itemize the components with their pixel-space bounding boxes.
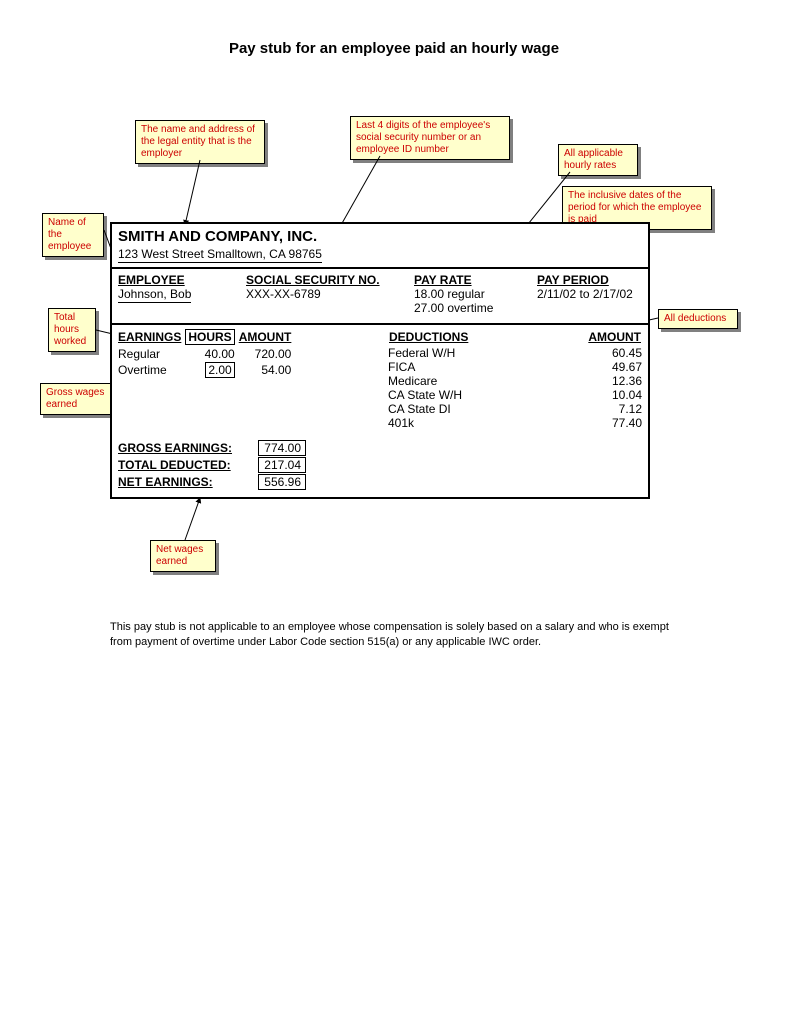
header-hours: HOURS — [185, 329, 238, 347]
deductions-table: DEDUCTIONS AMOUNT Federal W/H60.45 FICA4… — [388, 329, 642, 430]
callout-rates: All applicable hourly rates — [558, 144, 638, 176]
header-payperiod: PAY PERIOD — [537, 273, 633, 287]
ded-amount: 60.45 — [540, 346, 642, 360]
earn-hours: 2.00 — [185, 362, 238, 379]
callout-deductions: All deductions — [658, 309, 738, 329]
ded-label: CA State W/H — [388, 388, 540, 402]
totals-block: GROSS EARNINGS: 774.00 TOTAL DEDUCTED: 2… — [112, 436, 648, 497]
ded-label: 401k — [388, 416, 540, 430]
ded-amount: 12.36 — [540, 374, 642, 388]
earn-amount: 720.00 — [239, 347, 296, 362]
ded-amount: 77.40 — [540, 416, 642, 430]
gross-value: 774.00 — [258, 440, 306, 456]
info-row: EMPLOYEE Johnson, Bob SOCIAL SECURITY NO… — [112, 269, 648, 323]
deducted-label: TOTAL DEDUCTED: — [118, 458, 258, 472]
pay-rate-1: 18.00 regular — [414, 287, 519, 301]
earn-label: Regular — [118, 347, 185, 362]
ded-label: Federal W/H — [388, 346, 540, 360]
callout-ssn: Last 4 digits of the employee's social s… — [350, 116, 510, 160]
header-payrate: PAY RATE — [414, 273, 519, 287]
company-block: SMITH AND COMPANY, INC. 123 West Street … — [112, 224, 648, 267]
body-row: EARNINGS HOURS AMOUNT Regular 40.00 720.… — [112, 325, 648, 436]
pay-period: 2/11/02 to 2/17/02 — [537, 287, 633, 301]
callout-employee-name: Name of the employee — [42, 213, 104, 257]
ded-label: CA State DI — [388, 402, 540, 416]
header-amount: AMOUNT — [239, 329, 296, 347]
ded-label: Medicare — [388, 374, 540, 388]
header-deductions: DEDUCTIONS — [388, 329, 540, 346]
ded-amount: 49.67 — [540, 360, 642, 374]
callout-hours: Total hours worked — [48, 308, 96, 352]
pay-rate-2: 27.00 overtime — [414, 301, 519, 315]
footnote: This pay stub is not applicable to an em… — [110, 620, 670, 650]
earnings-table: EARNINGS HOURS AMOUNT Regular 40.00 720.… — [118, 329, 295, 379]
employee-name: Johnson, Bob — [118, 287, 191, 303]
header-earnings: EARNINGS — [118, 329, 185, 347]
table-row: Overtime 2.00 54.00 — [118, 362, 295, 379]
company-address: 123 West Street Smalltown, CA 98765 — [118, 247, 322, 263]
earnings-block: EARNINGS HOURS AMOUNT Regular 40.00 720.… — [118, 329, 348, 430]
company-name: SMITH AND COMPANY, INC. — [118, 228, 642, 245]
earn-amount: 54.00 — [239, 362, 296, 379]
ded-amount: 7.12 — [540, 402, 642, 416]
ded-label: FICA — [388, 360, 540, 374]
deductions-block: DEDUCTIONS AMOUNT Federal W/H60.45 FICA4… — [348, 329, 642, 430]
table-row: Federal W/H60.45 — [388, 346, 642, 360]
table-row: Medicare12.36 — [388, 374, 642, 388]
table-row: CA State W/H10.04 — [388, 388, 642, 402]
table-row: CA State DI7.12 — [388, 402, 642, 416]
earn-label: Overtime — [118, 362, 185, 379]
callout-net: Net wages earned — [150, 540, 216, 572]
net-label: NET EARNINGS: — [118, 475, 258, 489]
table-row: Regular 40.00 720.00 — [118, 347, 295, 362]
table-row: FICA49.67 — [388, 360, 642, 374]
page-title: Pay stub for an employee paid an hourly … — [0, 40, 788, 57]
header-employee: EMPLOYEE — [118, 273, 228, 287]
callout-gross: Gross wages earned — [40, 383, 114, 415]
ded-amount: 10.04 — [540, 388, 642, 402]
paystub-container: SMITH AND COMPANY, INC. 123 West Street … — [110, 222, 650, 499]
deducted-value: 217.04 — [258, 457, 306, 473]
callout-employer: The name and address of the legal entity… — [135, 120, 265, 164]
earn-hours: 40.00 — [185, 347, 238, 362]
table-row: 401k77.40 — [388, 416, 642, 430]
net-value: 556.96 — [258, 474, 306, 490]
employee-ssn: XXX-XX-6789 — [246, 287, 396, 301]
gross-label: GROSS EARNINGS: — [118, 441, 258, 455]
header-amount-2: AMOUNT — [540, 329, 642, 346]
header-ssn: SOCIAL SECURITY NO. — [246, 273, 396, 287]
